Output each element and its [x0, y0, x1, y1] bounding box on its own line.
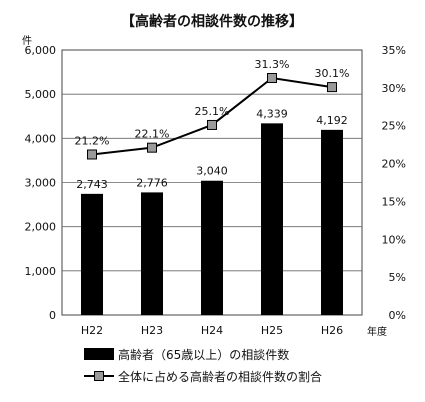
line-value-label: 31.3%: [255, 58, 290, 71]
line-value-label: 25.1%: [195, 105, 230, 118]
line-value-label: 30.1%: [315, 67, 350, 80]
line-value-label: 22.1%: [135, 128, 170, 141]
right-tick-label: 5%: [389, 271, 406, 284]
legend: 高齢者（65歳以上）の相談件数 全体に占める高齢者の相談件数の割合: [84, 347, 322, 384]
right-tick-label: 0%: [389, 309, 406, 322]
bar-value-label: 4,192: [316, 114, 348, 127]
bar-value-label: 3,040: [196, 165, 228, 178]
line-layer: [87, 73, 337, 160]
right-axis-ticks: 0% 5% 10% 15% 20% 25% 30% 35%: [382, 44, 406, 322]
left-axis-ticks: 0 1,000 2,000 3,000 4,000 5,000 6,000: [25, 44, 57, 322]
bar-value-label: 2,776: [136, 176, 168, 189]
chart-title: 【高齢者の相談件数の推移】: [121, 13, 303, 30]
x-axis-ticks: H22 H23 H24 H25 H26: [81, 324, 343, 337]
legend-bar-swatch: [84, 348, 114, 360]
right-tick-label: 30%: [382, 82, 406, 95]
x-tick-label: H25: [261, 324, 283, 337]
x-tick-label: H22: [81, 324, 103, 337]
bar: [261, 123, 283, 315]
bar-value-label: 4,339: [256, 107, 288, 120]
bar-labels-layer: 2,743 2,776 3,040 4,339 4,192: [76, 107, 348, 190]
bar-value-label: 2,743: [76, 178, 108, 191]
x-axis-unit: 年度: [367, 325, 387, 338]
left-tick-label: 6,000: [25, 44, 57, 57]
x-tick-label: H24: [201, 324, 223, 337]
left-tick-label: 1,000: [25, 265, 57, 278]
x-tick-label: H26: [321, 324, 343, 337]
legend-bar-label: 高齢者（65歳以上）の相談件数: [118, 347, 289, 362]
bar: [321, 129, 343, 315]
line-marker: [327, 82, 337, 93]
line-value-label: 21.2%: [75, 134, 110, 147]
right-tick-label: 15%: [382, 195, 406, 208]
left-tick-label: 0: [49, 309, 56, 322]
left-tick-label: 4,000: [25, 132, 57, 145]
bars-layer: [81, 123, 343, 315]
line-marker: [87, 149, 97, 160]
bar: [141, 192, 163, 315]
right-tick-label: 10%: [382, 233, 406, 246]
line-marker: [207, 119, 217, 130]
line-marker: [267, 73, 277, 84]
left-tick-label: 3,000: [25, 177, 57, 190]
line-labels-layer: 21.2% 22.1% 25.1% 31.3% 30.1%: [75, 58, 350, 147]
left-tick-label: 5,000: [25, 88, 57, 101]
bar: [201, 180, 223, 315]
legend-line-marker: [94, 371, 104, 381]
legend-line-label: 全体に占める高齢者の相談件数の割合: [118, 369, 322, 384]
left-axis-unit: 件: [22, 35, 32, 47]
x-tick-label: H23: [141, 324, 163, 337]
line-marker: [147, 142, 157, 153]
right-tick-label: 20%: [382, 158, 406, 171]
right-tick-label: 25%: [382, 120, 406, 133]
left-tick-label: 2,000: [25, 221, 57, 234]
bar: [81, 193, 103, 315]
right-tick-label: 35%: [382, 44, 406, 57]
